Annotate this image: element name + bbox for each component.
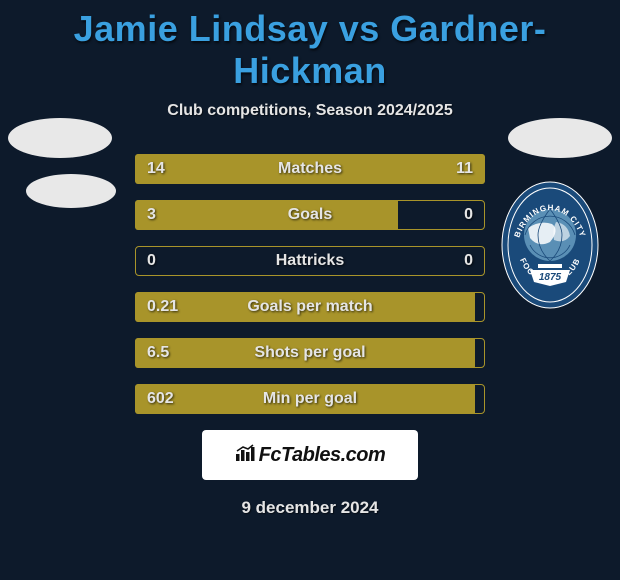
bar-label: Matches bbox=[135, 154, 485, 184]
club-crest: BIRMINGHAM CITY FOOTBALL CLUB 1875 bbox=[500, 180, 600, 310]
date-text: 9 december 2024 bbox=[0, 498, 620, 518]
stat-row: 6.5Shots per goal bbox=[135, 338, 485, 368]
crest-year: 1875 bbox=[539, 272, 562, 283]
page-title: Jamie Lindsay vs Gardner-Hickman bbox=[0, 0, 620, 92]
stat-row: 0Hattricks0 bbox=[135, 246, 485, 276]
bar-label: Min per goal bbox=[135, 384, 485, 414]
chart-icon bbox=[235, 444, 257, 467]
bar-label: Goals bbox=[135, 200, 485, 230]
bar-label: Hattricks bbox=[135, 246, 485, 276]
comparison-bars: 14Matches113Goals00Hattricks00.21Goals p… bbox=[135, 154, 485, 414]
right-player-emblem-1 bbox=[508, 118, 612, 158]
bar-label: Shots per goal bbox=[135, 338, 485, 368]
bar-value-right: 0 bbox=[464, 200, 473, 230]
left-player-emblem-2 bbox=[26, 174, 116, 208]
bar-value-right: 11 bbox=[456, 154, 473, 184]
footer-brand-text: FcTables.com bbox=[259, 444, 386, 467]
stat-row: 14Matches11 bbox=[135, 154, 485, 184]
footer-brand: FcTables.com bbox=[202, 430, 418, 480]
stat-row: 602Min per goal bbox=[135, 384, 485, 414]
bar-label: Goals per match bbox=[135, 292, 485, 322]
bar-value-right: 0 bbox=[464, 246, 473, 276]
subtitle: Club competitions, Season 2024/2025 bbox=[0, 102, 620, 120]
stat-row: 3Goals0 bbox=[135, 200, 485, 230]
left-player-emblem-1 bbox=[8, 118, 112, 158]
stat-row: 0.21Goals per match bbox=[135, 292, 485, 322]
